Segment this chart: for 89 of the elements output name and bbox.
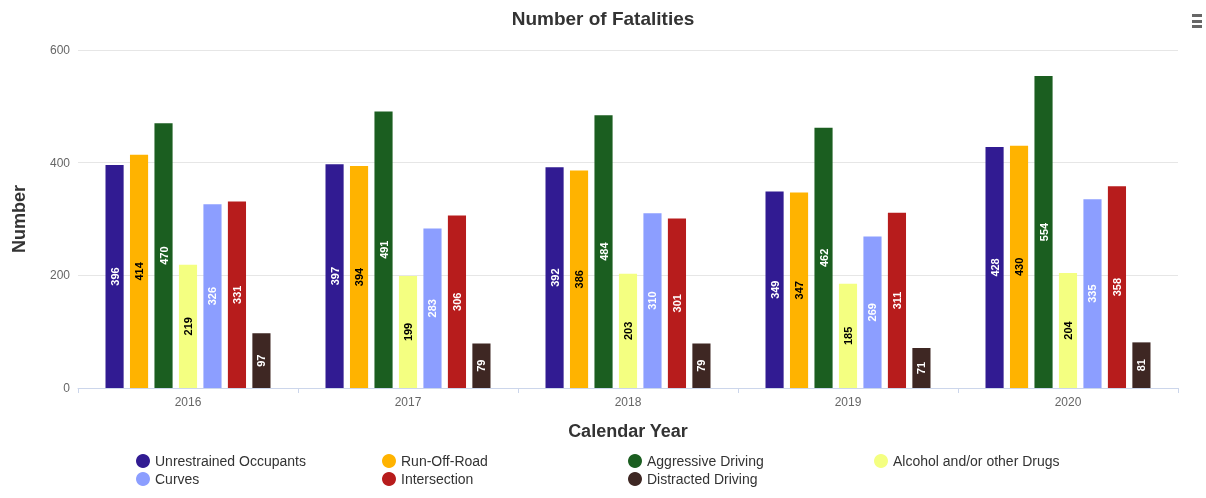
- data-label: 326: [206, 287, 219, 306]
- bar: [325, 164, 344, 388]
- data-label: 310: [646, 291, 659, 310]
- data-label: 386: [573, 270, 586, 289]
- data-label: 97: [255, 354, 268, 367]
- legend-label: Distracted Driving: [647, 471, 758, 487]
- y-tick-label: 600: [49, 43, 71, 57]
- data-label: 358: [1110, 277, 1123, 297]
- bar: [814, 127, 833, 388]
- data-label: 311: [890, 291, 903, 310]
- bar: [178, 264, 198, 388]
- bar: [472, 343, 491, 388]
- bar: [374, 111, 393, 388]
- x-axis-title: Calendar Year: [568, 421, 688, 441]
- data-label: 414: [133, 261, 146, 281]
- bar: [1083, 199, 1102, 388]
- bar: [569, 170, 589, 388]
- bar: [618, 273, 638, 388]
- data-label: 335: [1086, 284, 1099, 303]
- x-tick-label: 2017: [394, 395, 422, 409]
- bar: [912, 348, 931, 388]
- bar: [349, 166, 369, 388]
- data-label: 81: [1135, 359, 1148, 372]
- bar: [252, 333, 271, 388]
- legend-label: Curves: [155, 471, 200, 487]
- bar: [1034, 75, 1053, 388]
- bar: [765, 191, 784, 388]
- data-label: 462: [817, 248, 830, 268]
- bar: [154, 123, 173, 388]
- chart-title: Number of Fatalities: [511, 8, 695, 29]
- data-label: 428: [988, 258, 1001, 277]
- bar: [227, 201, 247, 388]
- bar: [1107, 186, 1127, 388]
- bar: [1009, 145, 1029, 388]
- legend-label: Alcohol and/or other Drugs: [893, 453, 1060, 469]
- bar: [447, 215, 467, 388]
- data-label: 185: [842, 326, 854, 346]
- x-tick-label: 2020: [1054, 395, 1082, 409]
- data-label: 397: [328, 267, 341, 286]
- y-tick-label: 0: [63, 381, 71, 395]
- data-label: 219: [182, 317, 194, 336]
- bar: [667, 218, 687, 388]
- data-label: 470: [157, 246, 170, 265]
- data-label: 554: [1037, 221, 1050, 242]
- bar: [545, 167, 564, 388]
- bar: [789, 192, 809, 388]
- bar: [203, 204, 222, 388]
- data-label: 71: [915, 361, 928, 375]
- data-label: 204: [1062, 320, 1074, 340]
- bar: [1058, 273, 1078, 388]
- bar: [129, 154, 149, 388]
- x-tick-label: 2016: [174, 395, 202, 409]
- data-label: 396: [108, 267, 121, 286]
- bar: [887, 212, 907, 388]
- data-label: 347: [793, 281, 806, 300]
- data-label: 331: [230, 285, 243, 304]
- data-label: 203: [622, 321, 634, 340]
- data-label: 283: [426, 299, 439, 318]
- bar: [105, 164, 124, 388]
- bar: [643, 213, 662, 388]
- x-tick-label: 2019: [834, 395, 862, 409]
- data-label: 301: [670, 294, 683, 313]
- data-label: 269: [866, 303, 879, 322]
- legend-label: Intersection: [401, 471, 474, 487]
- data-label: 430: [1013, 257, 1026, 277]
- data-label: 491: [377, 240, 390, 259]
- y-axis-title: Number: [9, 184, 29, 254]
- data-label: 199: [402, 322, 414, 342]
- bar: [398, 275, 418, 388]
- x-tick-label: 2018: [614, 395, 642, 409]
- data-label: 79: [475, 359, 488, 372]
- data-label: 484: [597, 241, 610, 261]
- data-label: 394: [353, 266, 366, 287]
- bar: [863, 236, 882, 388]
- data-label: 392: [548, 268, 561, 287]
- bar: [692, 343, 711, 388]
- data-label: 349: [768, 280, 781, 299]
- bar: [594, 115, 613, 388]
- bar: [838, 283, 858, 388]
- legend-label: Run-Off-Road: [401, 453, 488, 469]
- bar: [423, 228, 442, 388]
- legend-label: Unrestrained Occupants: [155, 453, 306, 469]
- bar: [985, 146, 1004, 388]
- y-tick-label: 400: [49, 155, 71, 170]
- bar: [1132, 342, 1151, 388]
- data-label: 79: [695, 359, 708, 372]
- legend-label: Aggressive Driving: [647, 453, 764, 469]
- data-label: 306: [450, 292, 463, 311]
- y-tick-label: 200: [49, 268, 71, 283]
